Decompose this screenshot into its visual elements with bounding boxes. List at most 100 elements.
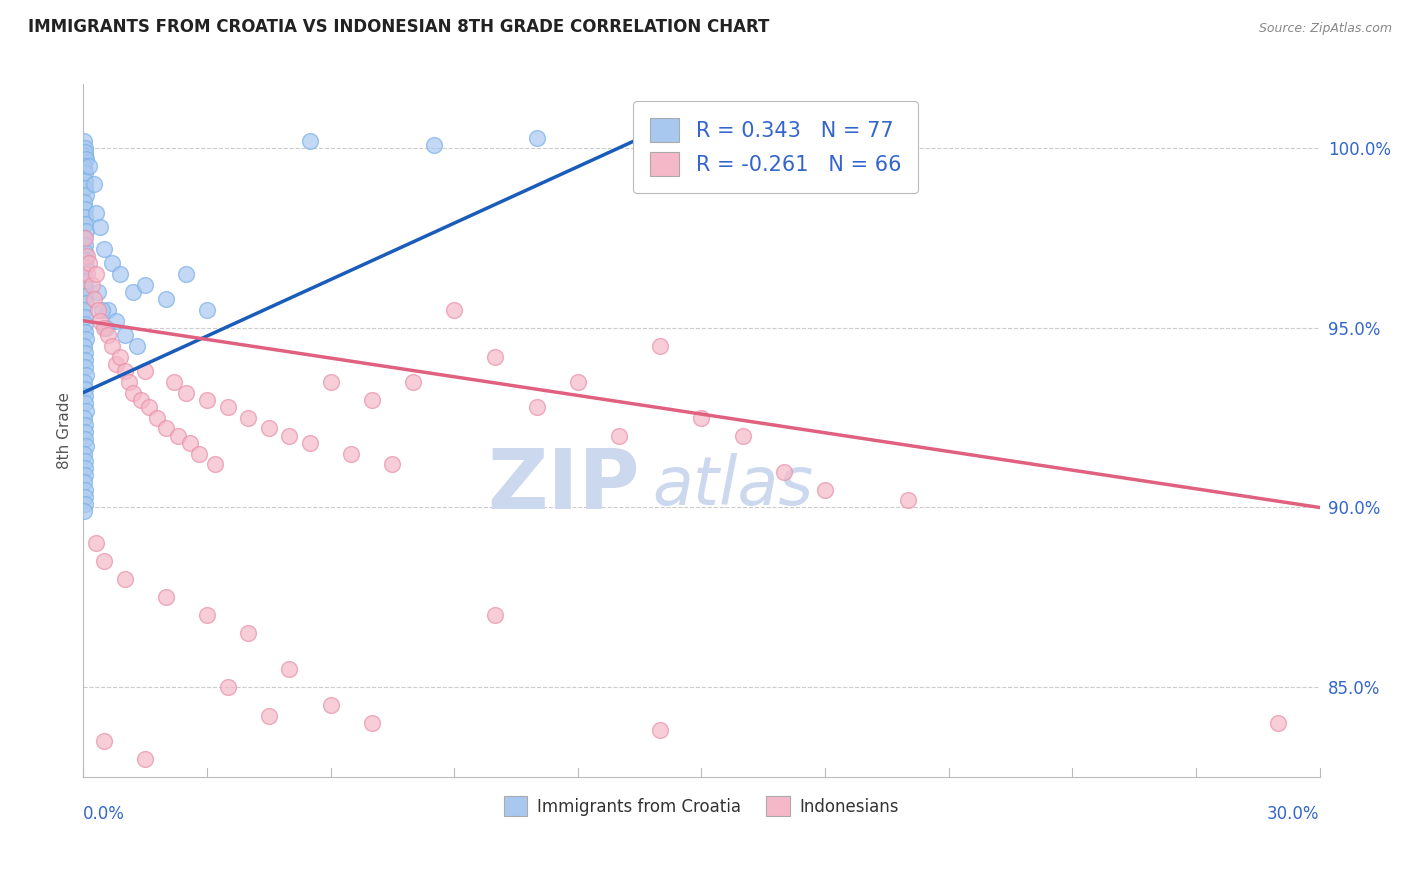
Text: Source: ZipAtlas.com: Source: ZipAtlas.com <box>1258 22 1392 36</box>
Point <box>73 417 96 432</box>
Point <box>93 242 115 256</box>
Point <box>80 277 103 292</box>
Point <box>73 166 96 180</box>
Point <box>73 382 96 396</box>
Point <box>896 493 918 508</box>
Point <box>195 392 218 407</box>
Text: IMMIGRANTS FROM CROATIA VS INDONESIAN 8TH GRADE CORRELATION CHART: IMMIGRANTS FROM CROATIA VS INDONESIAN 8T… <box>28 18 769 36</box>
Point <box>298 134 321 148</box>
Point <box>73 483 96 497</box>
Point <box>101 339 124 353</box>
Text: atlas: atlas <box>652 453 813 519</box>
Point <box>79 256 101 270</box>
Point <box>443 302 465 317</box>
Point <box>93 321 115 335</box>
Point <box>73 504 96 518</box>
Point <box>73 425 96 439</box>
Point <box>73 447 96 461</box>
Point <box>176 267 198 281</box>
Point <box>75 252 97 267</box>
Point <box>75 332 97 346</box>
Point <box>97 302 120 317</box>
Point <box>278 428 301 442</box>
Point <box>76 249 98 263</box>
Point <box>76 267 98 281</box>
Point <box>73 461 96 475</box>
Point <box>121 385 143 400</box>
Point <box>121 285 143 299</box>
Point <box>179 435 201 450</box>
Point <box>83 292 105 306</box>
Point <box>105 314 128 328</box>
Point <box>73 159 96 173</box>
Point <box>567 375 589 389</box>
Point <box>75 360 97 375</box>
Point <box>73 410 96 425</box>
Point <box>73 210 96 224</box>
Point <box>73 454 96 468</box>
Point <box>381 458 404 472</box>
Point <box>319 375 342 389</box>
Point <box>117 375 139 389</box>
Point <box>105 357 128 371</box>
Point <box>89 220 111 235</box>
Point <box>484 350 506 364</box>
Legend: Immigrants from Croatia, Indonesians: Immigrants from Croatia, Indonesians <box>495 788 907 824</box>
Point <box>402 375 425 389</box>
Point <box>73 238 96 252</box>
Point <box>86 285 108 299</box>
Point <box>650 123 672 137</box>
Point <box>163 375 186 389</box>
Point <box>125 339 148 353</box>
Point <box>73 353 96 368</box>
Text: 30.0%: 30.0% <box>1267 805 1320 822</box>
Point <box>75 439 97 453</box>
Point <box>298 435 321 450</box>
Point <box>731 428 754 442</box>
Point <box>93 554 115 568</box>
Point <box>75 468 97 483</box>
Point <box>89 314 111 328</box>
Point <box>204 458 226 472</box>
Point <box>86 302 108 317</box>
Point <box>526 130 548 145</box>
Point <box>114 328 136 343</box>
Point <box>73 267 96 281</box>
Point <box>75 224 97 238</box>
Point <box>73 274 96 288</box>
Point <box>360 716 382 731</box>
Point <box>73 202 96 217</box>
Point <box>155 292 177 306</box>
Point <box>340 447 363 461</box>
Point <box>217 400 239 414</box>
Point <box>97 328 120 343</box>
Point <box>236 626 259 640</box>
Point <box>607 428 630 442</box>
Point <box>75 288 97 302</box>
Point <box>75 152 97 166</box>
Point <box>187 447 209 461</box>
Point <box>73 318 96 332</box>
Point <box>101 256 124 270</box>
Point <box>138 400 160 414</box>
Point <box>257 708 280 723</box>
Point <box>75 432 97 446</box>
Point <box>155 421 177 435</box>
Point <box>73 490 96 504</box>
Point <box>94 321 117 335</box>
Point <box>114 364 136 378</box>
Point <box>75 295 97 310</box>
Point <box>73 375 96 389</box>
Point <box>526 400 548 414</box>
Point <box>75 217 97 231</box>
Point <box>73 310 96 325</box>
Point <box>690 410 713 425</box>
Point <box>167 428 190 442</box>
Point <box>773 465 796 479</box>
Point <box>83 178 105 192</box>
Point <box>134 752 156 766</box>
Point <box>176 385 198 400</box>
Point <box>73 346 96 360</box>
Text: 0.0%: 0.0% <box>83 805 125 822</box>
Point <box>73 245 96 260</box>
